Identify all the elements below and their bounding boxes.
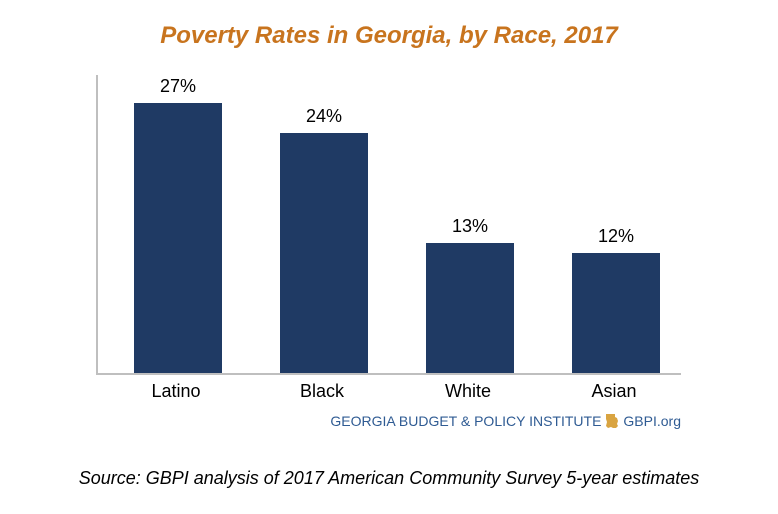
x-axis-label: Latino — [102, 381, 250, 402]
x-axis-label: White — [394, 381, 542, 402]
bar-group: 27% — [134, 73, 222, 373]
bar-value-label: 27% — [134, 76, 222, 97]
attribution-org: GEORGIA BUDGET & POLICY INSTITUTE — [330, 413, 601, 429]
georgia-state-icon — [605, 413, 619, 429]
x-axis-label: Asian — [540, 381, 688, 402]
bar — [572, 253, 660, 373]
bar-group: 24% — [280, 73, 368, 373]
chart-area: 27%24%13%12% GEORGIA BUDGET & POLICY INS… — [96, 75, 681, 405]
attribution: GEORGIA BUDGET & POLICY INSTITUTE GBPI.o… — [330, 413, 681, 429]
bar — [280, 133, 368, 373]
bar-value-label: 24% — [280, 106, 368, 127]
source-note: Source: GBPI analysis of 2017 American C… — [0, 468, 778, 489]
attribution-site: GBPI.org — [623, 413, 681, 429]
bar — [134, 103, 222, 373]
bar — [426, 243, 514, 373]
bar-value-label: 13% — [426, 216, 514, 237]
bar-group: 13% — [426, 73, 514, 373]
chart-title: Poverty Rates in Georgia, by Race, 2017 — [0, 0, 778, 50]
bar-value-label: 12% — [572, 226, 660, 247]
plot-region: 27% 24% 13% 12% — [96, 75, 681, 375]
x-axis-label: Black — [248, 381, 396, 402]
bar-group: 12% — [572, 73, 660, 373]
